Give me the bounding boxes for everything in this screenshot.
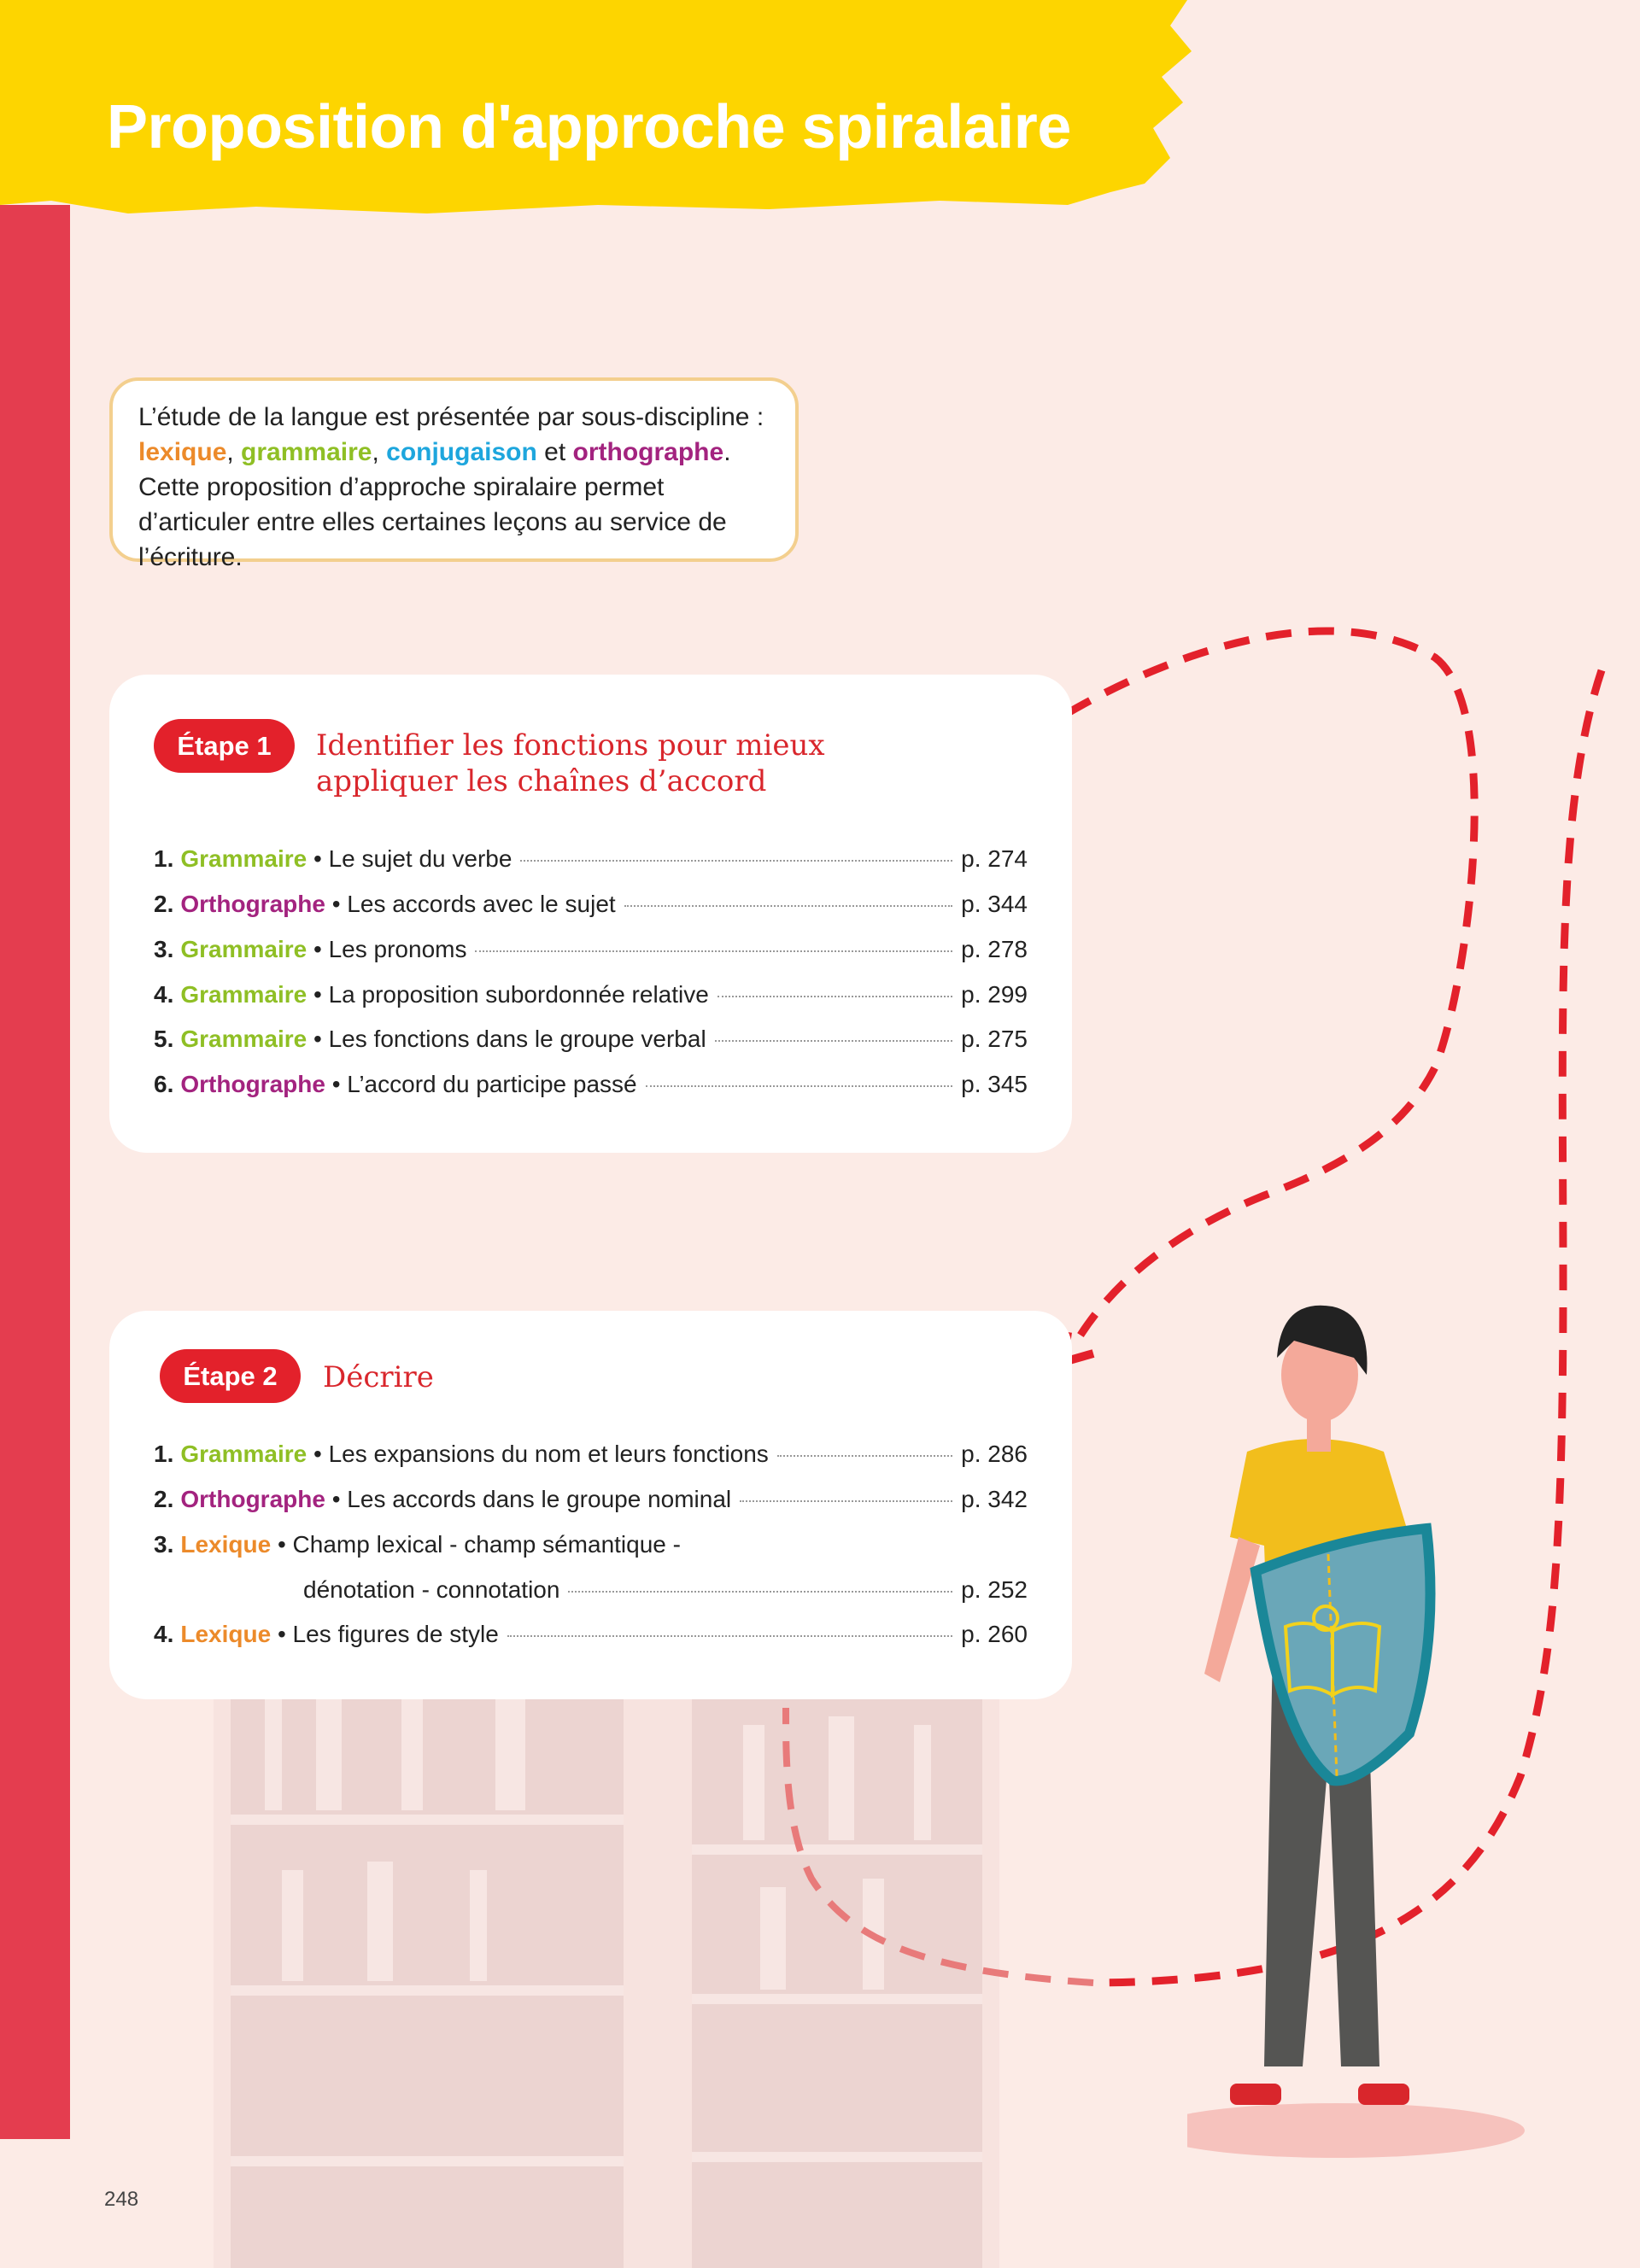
bullet: • — [325, 1071, 348, 1097]
page-reference-link[interactable]: p. 345 — [961, 1071, 1028, 1097]
bullet: • — [307, 1441, 329, 1467]
item-category: Grammaire — [180, 1026, 308, 1052]
item-category: Grammaire — [180, 981, 308, 1008]
etape-1-title-line-2: appliquer les chaînes d’accord — [316, 764, 767, 798]
dot-leader — [776, 1455, 953, 1457]
page-reference-link[interactable]: p. 278 — [961, 936, 1028, 962]
dot-leader — [717, 996, 953, 997]
bullet: • — [325, 891, 348, 917]
dot-leader — [520, 860, 953, 862]
item-number: 1. — [154, 845, 174, 872]
item-category: Orthographe — [180, 1071, 325, 1097]
item-title: Le sujet du verbe — [328, 845, 512, 872]
item-number: 4. — [154, 1621, 174, 1647]
item-title: Champ lexical - champ sémantique - — [292, 1531, 681, 1558]
item-number: 6. — [154, 1071, 174, 1097]
item-category: Orthographe — [180, 1486, 325, 1512]
bookshelf-illustration — [214, 1699, 999, 2268]
list-item: 4. Lexique • Les figures de style p. 260 — [154, 1621, 1028, 1655]
left-red-bar — [0, 205, 70, 2139]
list-item: 2. Orthographe • Les accords avec le suje… — [154, 891, 1028, 925]
intro-text: L’étude de la langue est présentée par s… — [138, 403, 764, 431]
bullet: • — [271, 1531, 293, 1558]
list-item: 3. Grammaire • Les pronoms p. 278 — [154, 936, 1028, 970]
etape-1-title-line-1: Identifier les fonctions pour mieux — [316, 728, 825, 763]
item-title: L’accord du participe passé — [347, 1071, 637, 1097]
list-item-continued: dénotation - connotation p. 252 — [303, 1576, 1028, 1610]
term-grammaire: grammaire — [241, 438, 372, 466]
yellow-brush-banner — [0, 0, 1192, 213]
dot-leader — [740, 1500, 953, 1502]
item-title-line-2: dénotation - connotation — [303, 1576, 560, 1603]
etape-1-badge: Étape 1 — [154, 719, 295, 773]
item-number: 3. — [154, 1531, 174, 1558]
item-title: Les accords dans le groupe nominal — [347, 1486, 732, 1512]
list-item: 3. Lexique • Champ lexical - champ sémant… — [154, 1531, 1028, 1565]
dot-leader — [475, 950, 953, 952]
page-reference-link[interactable]: p. 260 — [961, 1621, 1028, 1647]
intro-text-2: . Cette proposition d’approche spiralair… — [138, 438, 731, 571]
dot-leader — [714, 1040, 953, 1042]
etape-1-card: Étape 1 Identifier les fonctions pour mi… — [109, 675, 1072, 1153]
etape-1-title: Identifier les fonctions pour mieux appl… — [316, 728, 825, 799]
student-with-shield-illustration — [1187, 1305, 1525, 2158]
page-number: 248 — [104, 2188, 139, 2211]
dot-leader — [507, 1635, 953, 1637]
dot-leader — [624, 905, 953, 907]
etape-2-card: Étape 2 Décrire 1. Grammaire • Les expans… — [109, 1311, 1072, 1699]
item-category: Grammaire — [180, 1441, 308, 1467]
item-title: Les expansions du nom et leurs fonctions — [328, 1441, 769, 1467]
page-reference-link[interactable]: p. 252 — [961, 1576, 1028, 1603]
item-category: Grammaire — [180, 936, 308, 962]
page-reference-link[interactable]: p. 342 — [961, 1486, 1028, 1512]
item-number: 3. — [154, 936, 174, 962]
term-lexique: lexique — [138, 438, 227, 466]
page-title: Proposition d'approche spiralaire — [107, 93, 1071, 161]
list-item: 6. Orthographe • L’accord du participe pa… — [154, 1071, 1028, 1105]
dot-leader — [645, 1085, 953, 1087]
item-category: Grammaire — [180, 845, 308, 872]
page-reference-link[interactable]: p. 299 — [961, 981, 1028, 1008]
item-title: La proposition subordonnée relative — [328, 981, 709, 1008]
intro-et: et — [536, 438, 573, 466]
bullet: • — [307, 936, 329, 962]
etape-2-title: Décrire — [323, 1360, 434, 1394]
bullet: • — [325, 1486, 348, 1512]
list-item: 1. Grammaire • Les expansions du nom et l… — [154, 1441, 1028, 1475]
bullet: • — [307, 1026, 329, 1052]
item-number: 5. — [154, 1026, 174, 1052]
etape-2-badge: Étape 2 — [160, 1349, 301, 1403]
item-title: Les accords avec le sujet — [347, 891, 616, 917]
item-number: 2. — [154, 1486, 174, 1512]
item-category: Lexique — [180, 1531, 272, 1558]
list-item: 2. Orthographe • Les accords dans le grou… — [154, 1486, 1028, 1520]
item-number: 2. — [154, 891, 174, 917]
bullet: • — [271, 1621, 293, 1647]
bullet: • — [307, 981, 329, 1008]
page-reference-link[interactable]: p. 275 — [961, 1026, 1028, 1052]
bullet: • — [307, 845, 329, 872]
list-item: 4. Grammaire • La proposition subordonnée… — [154, 981, 1028, 1015]
term-orthographe: orthographe — [572, 438, 724, 466]
item-title: Les pronoms — [328, 936, 467, 962]
item-title: Les fonctions dans le groupe verbal — [328, 1026, 706, 1052]
list-item: 5. Grammaire • Les fonctions dans le grou… — [154, 1026, 1028, 1060]
item-title: Les figures de style — [292, 1621, 499, 1647]
item-category: Lexique — [180, 1621, 272, 1647]
page-reference-link[interactable]: p. 344 — [961, 891, 1028, 917]
item-number: 4. — [154, 981, 174, 1008]
term-conjugaison: conjugaison — [386, 438, 537, 466]
intro-box: L’étude de la langue est présentée par s… — [109, 377, 799, 571]
item-category: Orthographe — [180, 891, 325, 917]
page-reference-link[interactable]: p. 274 — [961, 845, 1028, 872]
list-item: 1. Grammaire • Le sujet du verbe p. 274 — [154, 845, 1028, 880]
dot-leader — [568, 1591, 953, 1593]
page-reference-link[interactable]: p. 286 — [961, 1441, 1028, 1467]
item-number: 1. — [154, 1441, 174, 1467]
